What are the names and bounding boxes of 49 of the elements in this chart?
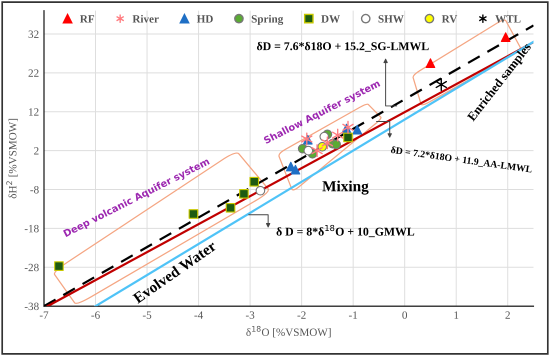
point — [256, 186, 266, 196]
y-axis-title: δH$^{2}$ [%VSMOW] — [6, 118, 18, 198]
x-tick-label: -1 — [348, 311, 358, 319]
y-tick-label: -28 — [24, 264, 39, 272]
x-tick-label: -4 — [194, 311, 204, 319]
annotation: Mixing — [322, 180, 369, 195]
legend-label: RV — [442, 15, 458, 23]
y-tick-label: -38 — [24, 302, 39, 310]
x-tick-label: 1 — [454, 311, 458, 319]
x-axis-title: δ$^{18}$O [%VSMOW] — [246, 326, 331, 338]
point — [239, 188, 249, 199]
point — [332, 128, 344, 142]
x-tick-label: -3 — [246, 311, 254, 319]
point — [311, 144, 323, 158]
x-tick-label: -5 — [142, 311, 152, 319]
x-tick-label: -2 — [297, 311, 306, 319]
point — [343, 132, 353, 142]
y-tick-label: 22 — [28, 69, 39, 77]
legend-label: DW — [321, 15, 340, 23]
annotation: δ D = 8*δ$^{18}$O + 10_GMWL — [276, 224, 414, 238]
point — [226, 202, 236, 213]
annotation: δD = 7.2*δ18O + 11.9_AA-LMWL — [390, 146, 532, 174]
point — [322, 136, 334, 150]
legend-label: Spring — [252, 14, 284, 25]
point — [426, 58, 436, 68]
legend-label: SHW — [378, 15, 404, 23]
point — [500, 32, 511, 42]
y-tick-label: 12 — [29, 108, 39, 116]
point — [54, 261, 64, 271]
x-tick-label: -7 — [40, 311, 48, 319]
point — [303, 146, 314, 156]
legend-label: RF — [80, 15, 94, 23]
y-tick-label: 2 — [34, 147, 39, 154]
x-tick-label: -6 — [91, 311, 100, 319]
point — [188, 209, 198, 219]
point — [249, 176, 260, 187]
y-tick-label: -18 — [24, 224, 39, 232]
point — [290, 164, 300, 175]
point — [331, 140, 341, 150]
point — [352, 124, 362, 134]
legend-label: WTL — [495, 15, 521, 23]
legend-label: HD — [196, 15, 213, 23]
point — [436, 78, 447, 92]
x-tick-label: 2 — [505, 311, 510, 319]
x-tick-label: 0 — [402, 311, 408, 319]
y-tick-label: 32 — [28, 30, 39, 38]
legend-label: River — [132, 14, 159, 23]
annotation: δD = 7.6*δ18O + 15.2_SG-LMWL — [256, 42, 429, 52]
y-tick-label: -8 — [30, 186, 39, 194]
